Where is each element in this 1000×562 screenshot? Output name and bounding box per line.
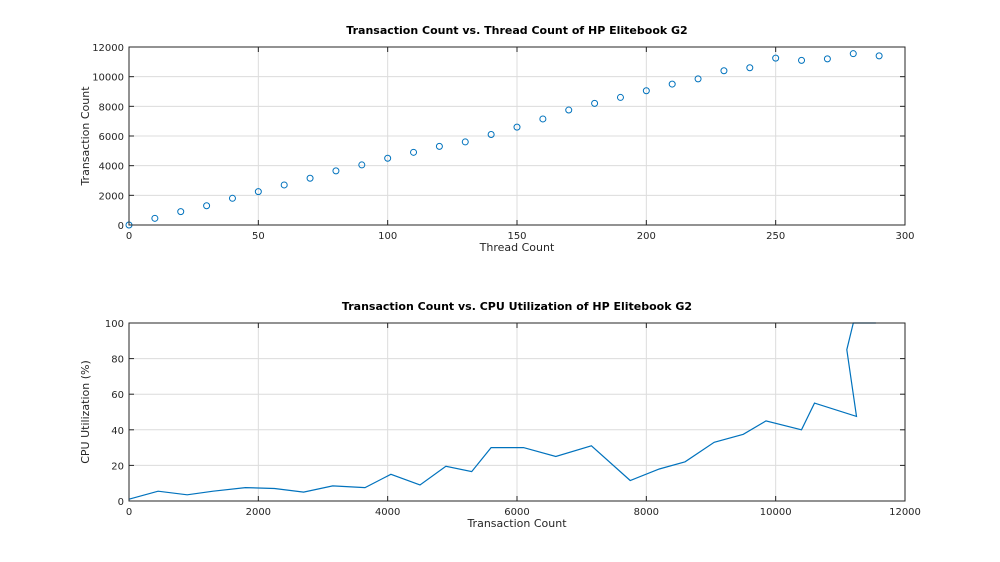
- x-tick-label: 200: [637, 231, 656, 242]
- data-point: [591, 99, 599, 107]
- data-point: [358, 161, 366, 169]
- y-tick-label: 4000: [99, 162, 124, 173]
- data-point: [823, 55, 831, 63]
- x-tick-label: 250: [766, 231, 785, 242]
- data-point: [694, 75, 702, 83]
- y-tick-label: 100: [105, 319, 124, 330]
- data-point: [642, 87, 650, 95]
- thread-scatter-panel: 0 50 100 150 200 250 300 0 2000 4000 6000 8000 10000…: [79, 24, 915, 254]
- data-point: [177, 208, 185, 216]
- cpu-line-panel: 0 2000 4000 6000 8000 10000 12000 0 20 40 60 80 100 T…: [79, 300, 921, 530]
- x-tick-label: 50: [252, 231, 265, 242]
- y-tick-label: 8000: [99, 102, 124, 113]
- x-tick-label: 300: [895, 231, 914, 242]
- data-point: [410, 148, 418, 156]
- y-tick-label: 6000: [99, 132, 124, 143]
- y-tick-label: 0: [118, 497, 124, 508]
- data-point: [539, 115, 547, 123]
- y-axis-label: Transaction Count: [79, 86, 92, 187]
- data-point: [875, 52, 883, 60]
- x-tick-label: 12000: [889, 507, 921, 518]
- y-tick-label: 80: [111, 355, 124, 366]
- y-tick-label: 2000: [99, 191, 124, 202]
- data-point: [798, 56, 806, 64]
- y-tick-label: 60: [111, 390, 124, 401]
- x-tick-label: 2000: [246, 507, 271, 518]
- x-tick-label: 0: [126, 507, 132, 518]
- x-tick-label: 0: [126, 231, 132, 242]
- x-tick-label: 6000: [504, 507, 529, 518]
- data-point: [565, 106, 573, 114]
- data-point: [461, 138, 469, 146]
- data-point: [746, 64, 754, 72]
- y-tick-label: 40: [111, 426, 124, 437]
- x-tick-label: 100: [378, 231, 397, 242]
- series-line: [128, 322, 876, 500]
- y-tick-label: 12000: [92, 43, 124, 54]
- data-point: [280, 181, 288, 189]
- data-point: [203, 202, 211, 210]
- x-tick-label: 4000: [375, 507, 400, 518]
- data-point: [151, 214, 159, 222]
- data-point: [332, 167, 340, 175]
- data-point: [849, 50, 857, 58]
- x-tick-label: 8000: [634, 507, 659, 518]
- data-point: [487, 131, 495, 139]
- data-point: [772, 54, 780, 62]
- x-axis-label: Thread Count: [479, 241, 555, 254]
- x-tick-label: 150: [507, 231, 526, 242]
- x-axis-label: Transaction Count: [466, 517, 567, 530]
- data-point: [384, 154, 392, 162]
- y-tick-label: 0: [118, 221, 124, 232]
- data-point: [668, 80, 676, 88]
- y-tick-label: 10000: [92, 73, 124, 84]
- y-axis-label: CPU Utilization (%): [79, 360, 92, 464]
- data-point: [254, 188, 262, 196]
- chart-title: Transaction Count vs. Thread Count of HP…: [346, 24, 687, 37]
- x-tick-label: 10000: [760, 507, 792, 518]
- chart-title: Transaction Count vs. CPU Utilization of…: [342, 300, 692, 313]
- data-point: [435, 142, 443, 150]
- data-point: [513, 123, 521, 131]
- y-tick-label: 20: [111, 461, 124, 472]
- data-point: [306, 174, 314, 182]
- data-point: [616, 93, 624, 101]
- data-point: [720, 67, 728, 75]
- data-point: [228, 194, 236, 202]
